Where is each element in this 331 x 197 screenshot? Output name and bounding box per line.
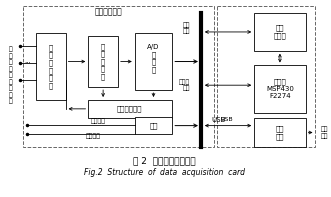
- Bar: [88, 100, 172, 118]
- Text: 信
号
调
理
电
路: 信 号 调 理 电 路: [49, 44, 53, 89]
- Bar: [36, 33, 66, 100]
- Text: USB: USB: [212, 117, 226, 123]
- Text: 被
测
物
理
量
和
状
态
量: 被 测 物 理 量 和 状 态 量: [8, 46, 12, 104]
- Bar: [135, 117, 172, 135]
- Text: 采
样
保
持
器: 采 样 保 持 器: [101, 43, 105, 80]
- Bar: [254, 118, 306, 147]
- Text: 外部
存储器: 外部 存储器: [273, 25, 286, 39]
- Bar: [88, 36, 118, 87]
- Text: 定时逻辑控制: 定时逻辑控制: [117, 106, 143, 112]
- Text: 单片机
MSP430
F2274: 单片机 MSP430 F2274: [266, 79, 294, 99]
- Text: 开关信号: 开关信号: [85, 134, 100, 139]
- Text: 辨识
软件: 辨识 软件: [320, 126, 328, 138]
- Text: ···: ···: [25, 60, 31, 67]
- Bar: [217, 6, 315, 147]
- Text: 单片机
总线: 单片机 总线: [179, 79, 190, 91]
- Text: A/D
转
换
器: A/D 转 换 器: [147, 44, 160, 73]
- Text: USB: USB: [220, 117, 233, 122]
- Bar: [23, 6, 214, 147]
- Text: 图 2  数据采集卡结构图: 图 2 数据采集卡结构图: [133, 157, 196, 166]
- Bar: [135, 33, 172, 90]
- Text: 信号同步采样: 信号同步采样: [94, 8, 122, 17]
- Bar: [254, 13, 306, 51]
- Text: Fig.2  Structure  of  data  acquisition  card: Fig.2 Structure of data acquisition card: [84, 168, 245, 177]
- Text: 通信
电路: 通信 电路: [276, 125, 284, 140]
- Text: 数字信号: 数字信号: [90, 119, 105, 125]
- Text: 接口: 接口: [149, 122, 158, 129]
- Bar: [254, 65, 306, 113]
- Text: 数据
总线: 数据 总线: [182, 22, 190, 34]
